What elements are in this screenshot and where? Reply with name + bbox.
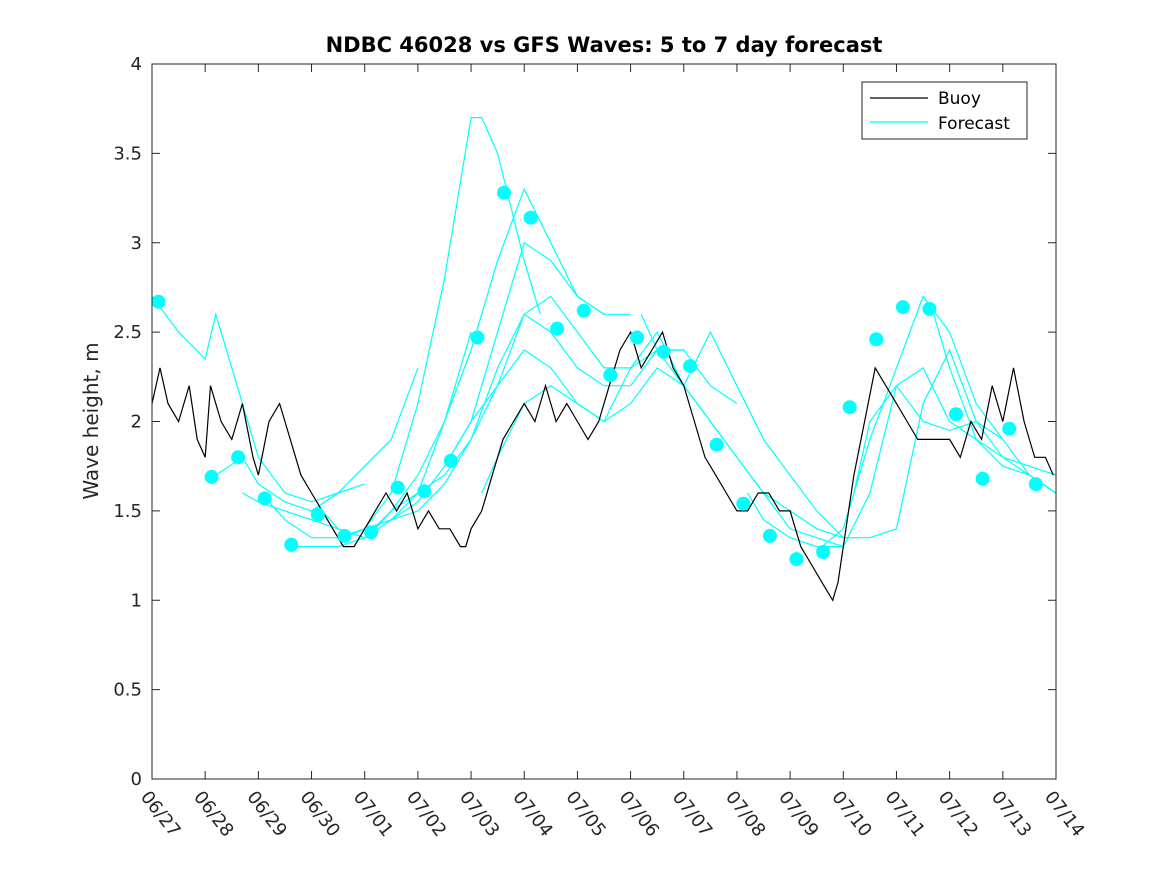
forecast-point [895, 300, 910, 315]
y-tick-label: 1 [131, 590, 142, 611]
forecast-point [869, 332, 884, 347]
forecast-point [417, 484, 432, 499]
forecast-point [736, 496, 751, 511]
forecast-point [284, 537, 299, 552]
forecast-point [762, 528, 777, 543]
y-tick-label: 0 [131, 769, 142, 790]
forecast-run-line [295, 187, 605, 548]
forecast-point [204, 469, 219, 484]
forecast-point [550, 321, 565, 336]
forecast-point [337, 528, 352, 543]
forecast-point [842, 400, 857, 415]
forecast-markers [151, 185, 1043, 567]
y-tick-label: 2 [131, 412, 142, 433]
forecast-run-line [268, 116, 541, 539]
y-axis-ticks: 0 0.5 1 1.5 2 2.5 3 3.5 4 [113, 54, 1056, 790]
forecast-point [231, 450, 246, 465]
forecast-point [257, 491, 272, 506]
legend-forecast-label: Forecast [938, 114, 1010, 134]
forecast-point [470, 330, 485, 345]
forecast-point [151, 294, 166, 309]
y-tick-label: 1.5 [113, 501, 142, 522]
chart-title: NDBC 46028 vs GFS Waves: 5 to 7 day fore… [326, 33, 883, 57]
forecast-point [1002, 421, 1017, 436]
forecast-point [390, 480, 405, 495]
y-tick-label: 3.5 [113, 143, 142, 164]
y-tick-label: 0.5 [113, 680, 142, 701]
forecast-point [576, 303, 591, 318]
forecast-point [816, 545, 831, 559]
legend-buoy-label: Buoy [938, 89, 981, 109]
forecast-point [709, 437, 724, 452]
y-tick-label: 4 [131, 54, 142, 75]
legend-box [861, 81, 1028, 140]
forecast-point [949, 407, 963, 422]
forecast-run-line [853, 384, 1057, 494]
forecast-point [975, 471, 990, 486]
forecast-point [523, 210, 538, 225]
y-tick-label: 3 [131, 233, 142, 254]
forecast-run-line [821, 295, 1057, 548]
forecast-run-line [215, 367, 419, 512]
forecast-point [922, 301, 937, 316]
forecast-point [497, 185, 511, 200]
forecast-point [683, 359, 698, 374]
forecast-run-line [151, 296, 365, 503]
y-tick-label: 2.5 [113, 322, 142, 343]
forecast-point [443, 453, 458, 468]
forecast-point [603, 368, 618, 382]
y-axis-label: Wave height, m [79, 342, 103, 499]
forecast-point [310, 507, 325, 522]
buoy-series-line [151, 330, 1054, 602]
forecast-run-line [481, 367, 844, 548]
forecast-point [1028, 477, 1043, 492]
forecast-run-line [343, 295, 684, 539]
forecast-point [630, 330, 644, 345]
forecast-point [789, 552, 804, 567]
forecast-point [656, 344, 671, 359]
legend: Buoy Forecast [861, 81, 1028, 140]
plot-frame [151, 63, 1057, 780]
forecast-point [364, 525, 379, 540]
forecast-run-line [449, 330, 844, 539]
